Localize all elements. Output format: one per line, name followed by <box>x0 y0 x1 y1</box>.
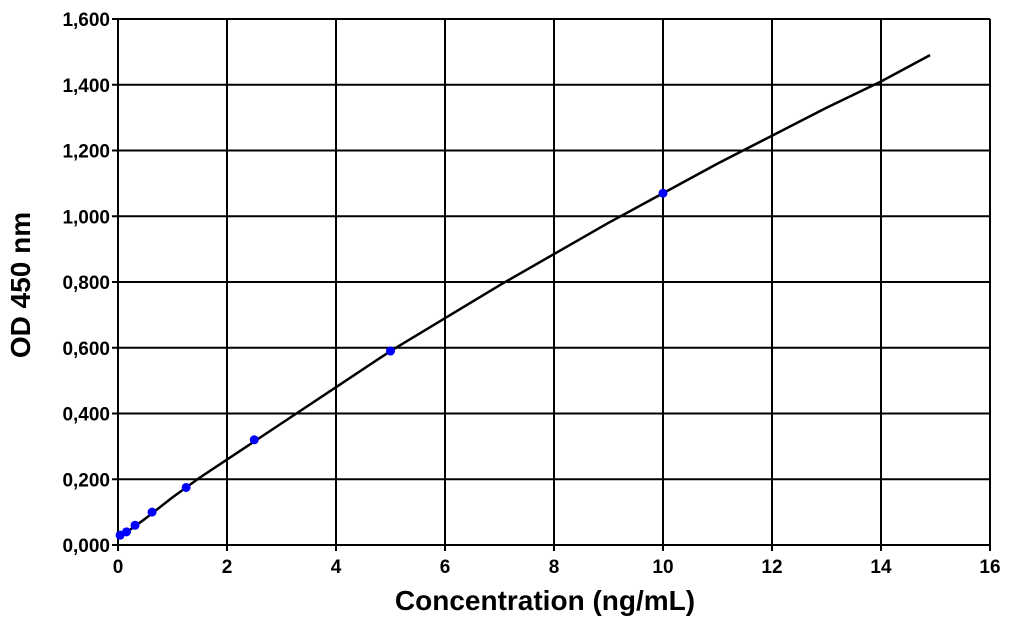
y-tick-label: 1,600 <box>62 10 110 31</box>
data-point <box>181 482 191 492</box>
y-tick-label: 0,800 <box>62 273 110 294</box>
y-tick-label: 0,000 <box>62 536 110 557</box>
data-point <box>147 507 157 517</box>
x-tick-label: 0 <box>113 557 124 578</box>
y-tick-label: 1,000 <box>62 207 110 228</box>
x-tick-label: 14 <box>870 557 892 578</box>
curve-line <box>117 54 931 540</box>
grid-lines <box>112 18 991 551</box>
y-tick-label: 1,400 <box>62 76 110 97</box>
x-axis-title: Concentration (ng/mL) <box>395 585 695 616</box>
x-tick-label: 16 <box>979 557 1000 578</box>
x-tick-label: 10 <box>652 557 673 578</box>
x-tick-label: 4 <box>331 557 342 578</box>
data-point <box>386 346 395 356</box>
data-points <box>115 188 668 540</box>
y-tick-label: 0,600 <box>62 339 110 360</box>
y-tick-label: 0,200 <box>62 470 110 491</box>
x-axis-ticks: 0 2 4 6 8 10 12 14 16 <box>113 557 1001 578</box>
x-tick-label: 12 <box>761 557 782 578</box>
data-point <box>249 435 259 445</box>
y-tick-label: 0,400 <box>62 405 110 426</box>
y-tick-label: 1,200 <box>62 142 110 163</box>
data-point <box>130 520 140 530</box>
fitted-curve <box>117 54 931 540</box>
x-tick-label: 2 <box>222 557 233 578</box>
y-axis-ticks: 0,000 0,200 0,400 0,600 0,800 1,000 1,200 1,400… <box>62 10 110 557</box>
y-axis-title: OD 450 nm <box>5 212 36 358</box>
data-point <box>122 527 132 537</box>
data-point <box>658 188 668 198</box>
x-tick-label: 8 <box>549 557 560 578</box>
x-tick-label: 6 <box>440 557 451 578</box>
